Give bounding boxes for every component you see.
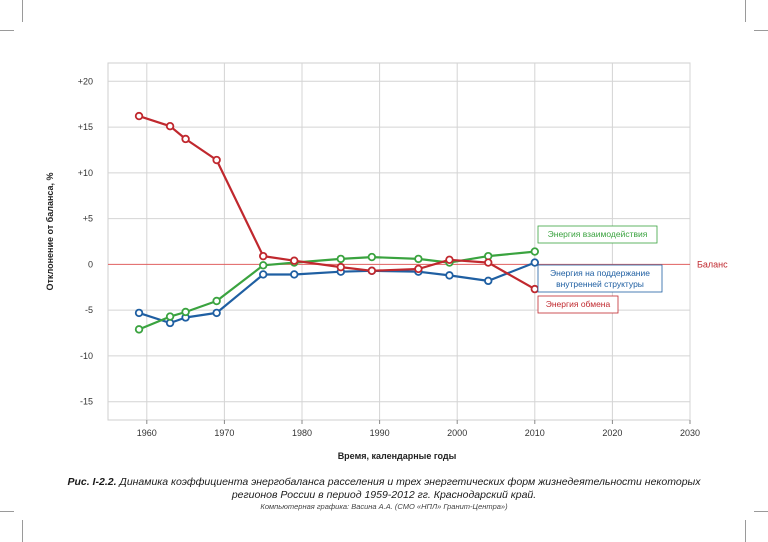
- crop-mark-top-right-h: [754, 30, 768, 31]
- y-tick-label: +5: [83, 214, 93, 224]
- data-point: [181, 134, 190, 144]
- figure-label: Рис. I-2.2.: [67, 476, 117, 488]
- crop-mark-top-left-h: [0, 30, 14, 31]
- figure-caption-line1: Рис. I-2.2. Динамика коэффициента энерго…: [0, 476, 768, 488]
- data-point: [259, 270, 268, 279]
- x-tick-label: 2000: [447, 428, 467, 438]
- data-point: [165, 312, 175, 321]
- y-tick-label: +15: [78, 122, 93, 132]
- data-point: [336, 262, 345, 272]
- data-point: [336, 254, 345, 264]
- series-line: [138, 115, 536, 291]
- legend-label: Энергия на поддержание: [550, 268, 650, 278]
- data-point: [414, 254, 423, 264]
- crop-mark-bottom-left: [22, 520, 23, 542]
- figure-caption-text: Динамика коэффициента энергобаланса расс…: [119, 476, 701, 488]
- data-point: [212, 308, 221, 318]
- data-point: [530, 284, 539, 294]
- data-point: [134, 325, 144, 334]
- y-axis-title: Отклонение от баланса, %: [45, 172, 55, 290]
- x-tick-label: 1990: [370, 428, 390, 438]
- figure-credit: Компьютерная графика: Васина А.А. (СМО «…: [260, 502, 508, 511]
- legend-label: Энергия взаимодействия: [548, 229, 648, 239]
- data-point: [290, 270, 299, 279]
- legend-box: [537, 264, 663, 293]
- y-tick-label: +20: [78, 76, 93, 86]
- data-point: [367, 266, 377, 275]
- data-point: [212, 155, 221, 165]
- data-point: [530, 247, 539, 256]
- data-point: [290, 256, 299, 265]
- series-line: [138, 250, 535, 331]
- y-tick-label: -10: [80, 351, 93, 361]
- x-tick-label: 2030: [680, 428, 700, 438]
- data-point: [484, 258, 493, 267]
- data-point: [259, 251, 268, 261]
- crop-mark-top-right: [745, 0, 746, 22]
- data-point: [414, 264, 423, 274]
- y-tick-label: -15: [80, 397, 93, 407]
- data-point: [367, 252, 377, 262]
- data-point: [484, 276, 493, 286]
- series-layer: [134, 111, 539, 334]
- crop-mark-bottom-right-h: [754, 511, 768, 512]
- legend-box: [537, 225, 658, 244]
- data-point: [181, 307, 190, 317]
- axis-layer: 1960 1970 1980 1990 2000 2010 2020 2030 +20 +15 +1…: [45, 76, 700, 461]
- balance-label: Баланс: [697, 259, 728, 269]
- crop-mark-bottom-left-h: [0, 511, 14, 512]
- legend-label: Энергия обмена: [546, 299, 611, 309]
- crop-mark-top-left: [22, 0, 23, 22]
- y-tick-label: +10: [78, 168, 93, 178]
- crop-mark-bottom-right: [745, 520, 746, 542]
- x-axis-title: Время, календарные годы: [338, 451, 457, 461]
- x-tick-label: 2020: [602, 428, 622, 438]
- y-tick-label: 0: [88, 259, 93, 269]
- data-point: [259, 261, 268, 270]
- figure-caption-line2: регионов России в период 1959-2012 гг. К…: [231, 489, 537, 501]
- legend-box: [537, 295, 619, 314]
- label-layer: Баланс Энергия взаимодействия Энергия на п…: [537, 225, 728, 314]
- data-point: [445, 255, 454, 265]
- legend-label: внутренней структуры: [556, 279, 644, 289]
- data-point: [530, 258, 539, 267]
- x-tick-label: 2010: [525, 428, 545, 438]
- data-point: [445, 271, 454, 280]
- x-tick-label: 1960: [137, 428, 157, 438]
- data-point: [134, 308, 144, 318]
- y-tick-label: -5: [85, 305, 93, 315]
- data-point: [165, 121, 175, 131]
- grid-layer: [107, 62, 691, 421]
- x-tick-label: 1980: [292, 428, 312, 438]
- x-tick-label: 1970: [214, 428, 234, 438]
- data-point: [212, 296, 221, 306]
- data-point: [134, 111, 144, 121]
